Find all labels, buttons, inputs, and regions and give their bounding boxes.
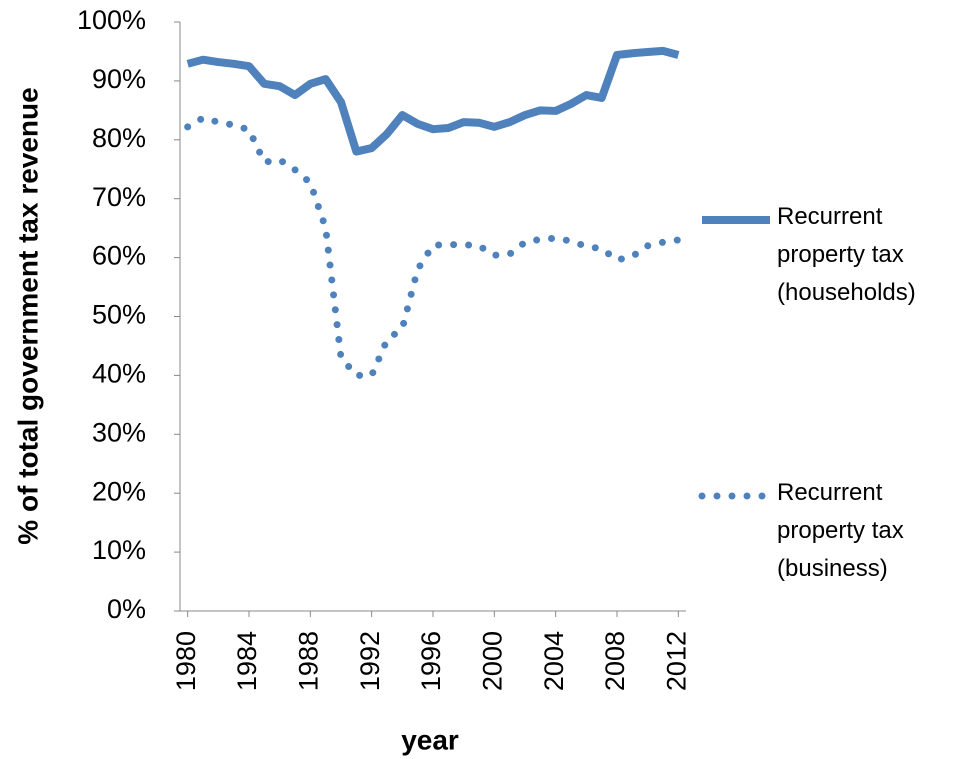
y-tick-label: 10% <box>92 535 146 565</box>
x-tick-label: 1996 <box>416 631 446 691</box>
x-tick-label: 1992 <box>355 631 385 691</box>
y-tick-label: 60% <box>92 241 146 271</box>
legend-label-line: (households) <box>777 279 916 306</box>
legend-label-line: (business) <box>777 555 888 582</box>
y-tick-label: 40% <box>92 359 146 389</box>
x-tick-label: 2012 <box>661 631 691 691</box>
x-tick-label: 1988 <box>293 631 323 691</box>
y-axis-title: % of total government tax revenue <box>12 87 43 544</box>
x-tick-label: 1980 <box>171 631 201 691</box>
y-tick-label: 50% <box>92 300 146 330</box>
legend-label: Recurrent property tax (households) <box>777 203 916 306</box>
y-tick-label: 0% <box>107 594 146 624</box>
legend-label-line: property tax <box>777 517 904 544</box>
y-tick-label: 100% <box>77 5 146 35</box>
y-tick-label: 90% <box>92 64 146 94</box>
legend-label-line: Recurrent <box>777 203 883 230</box>
x-tick-label: 2008 <box>600 631 630 691</box>
y-tick-label: 30% <box>92 417 146 447</box>
y-tick-label: 20% <box>92 476 146 506</box>
series-line <box>184 114 682 379</box>
y-tick-label: 80% <box>92 123 146 153</box>
x-tick-label: 2004 <box>539 631 569 691</box>
y-tick-label: 70% <box>92 182 146 212</box>
legend-label-line: Recurrent <box>777 479 883 506</box>
series-line <box>186 46 680 156</box>
legend-label-line: property tax <box>777 241 904 268</box>
x-tick-label: 1984 <box>232 631 262 691</box>
legend-label: Recurrent property tax (business) <box>777 479 904 582</box>
x-tick-label: 2000 <box>477 631 507 691</box>
x-axis-title: year <box>401 724 459 755</box>
